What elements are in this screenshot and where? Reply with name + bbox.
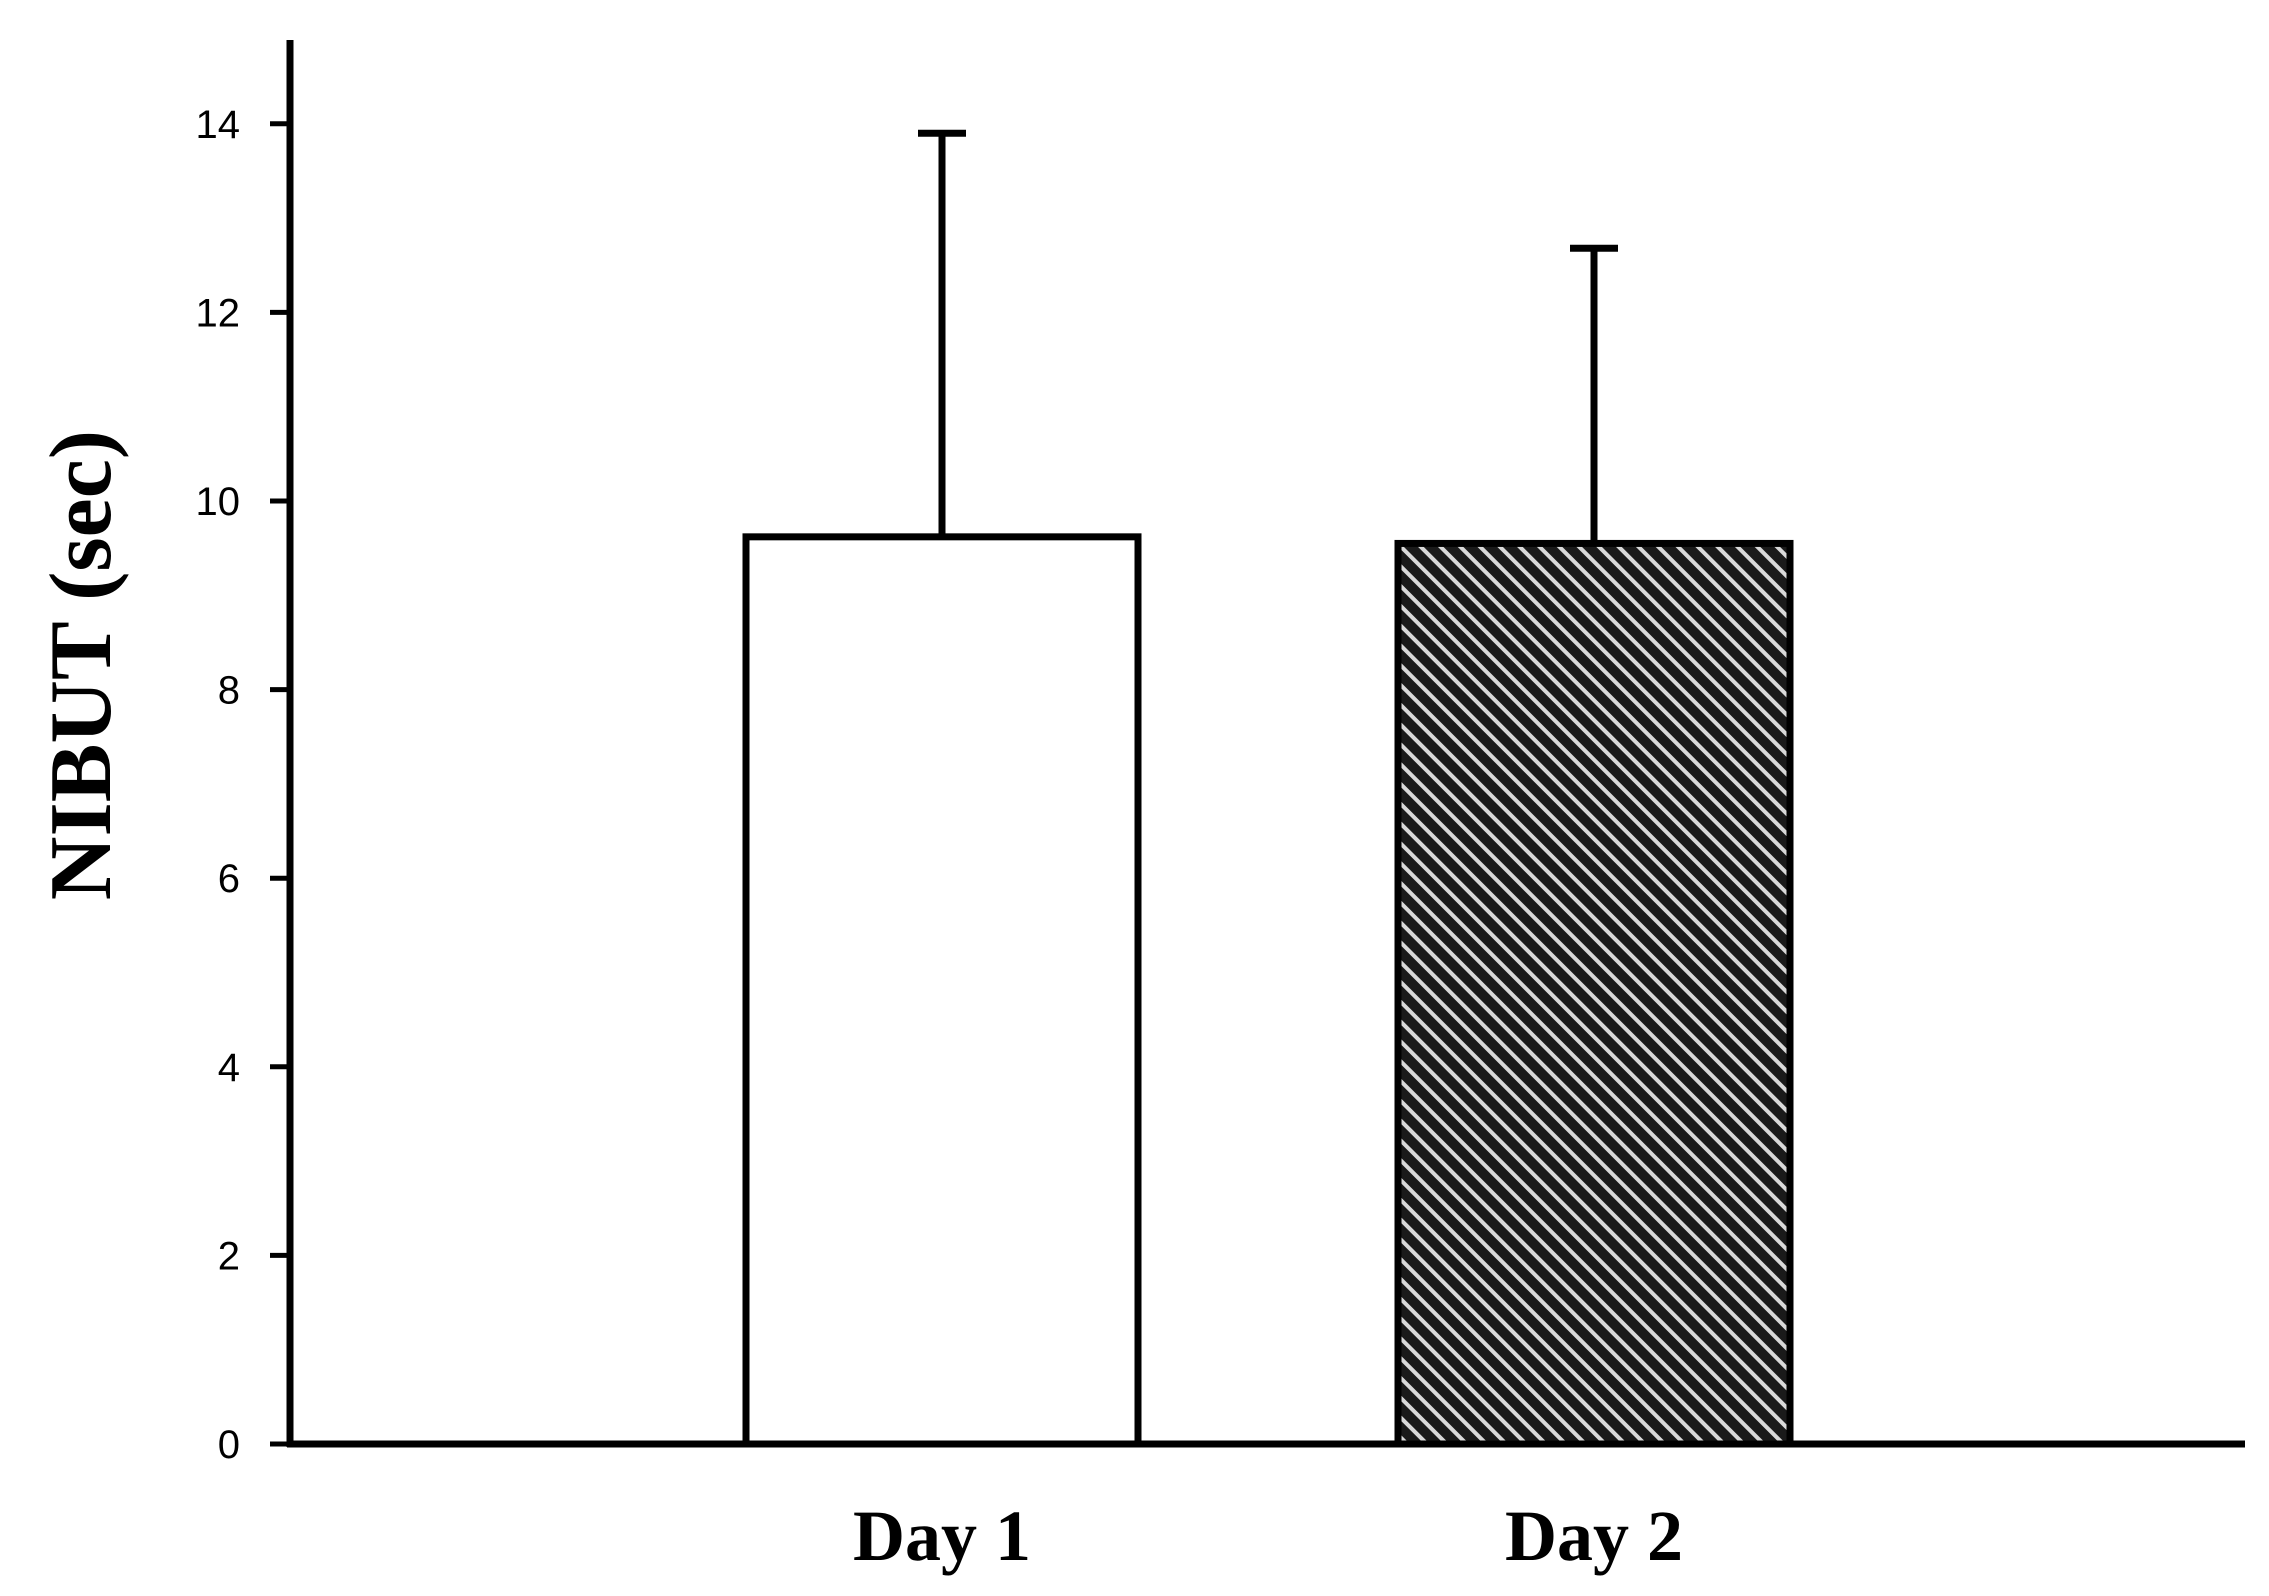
y-tick-label-4: 4 xyxy=(218,1046,240,1090)
error-bars xyxy=(918,129,1618,544)
y-tick-label-2: 2 xyxy=(218,1234,240,1278)
x-labels: Day 1 Day 2 xyxy=(853,1496,1683,1576)
x-label-day-2: Day 2 xyxy=(1505,1496,1683,1576)
bar-day-1 xyxy=(742,533,1142,1448)
x-label-day-1: Day 1 xyxy=(853,1496,1031,1576)
y-tick-label-8: 8 xyxy=(218,669,240,713)
y-axis-title: NIBUT (sec) xyxy=(33,430,130,900)
y-ticks: 0 2 4 6 8 10 12 14 xyxy=(196,103,290,1467)
bar-day-2 xyxy=(1394,539,1794,1448)
y-tick-label-0: 0 xyxy=(218,1423,240,1467)
y-tick-label-12: 12 xyxy=(196,291,241,335)
y-tick-label-10: 10 xyxy=(196,480,241,524)
axes xyxy=(286,40,2245,1448)
y-tick-label-14: 14 xyxy=(196,103,241,147)
bars xyxy=(742,533,1794,1448)
y-tick-label-6: 6 xyxy=(218,857,240,901)
